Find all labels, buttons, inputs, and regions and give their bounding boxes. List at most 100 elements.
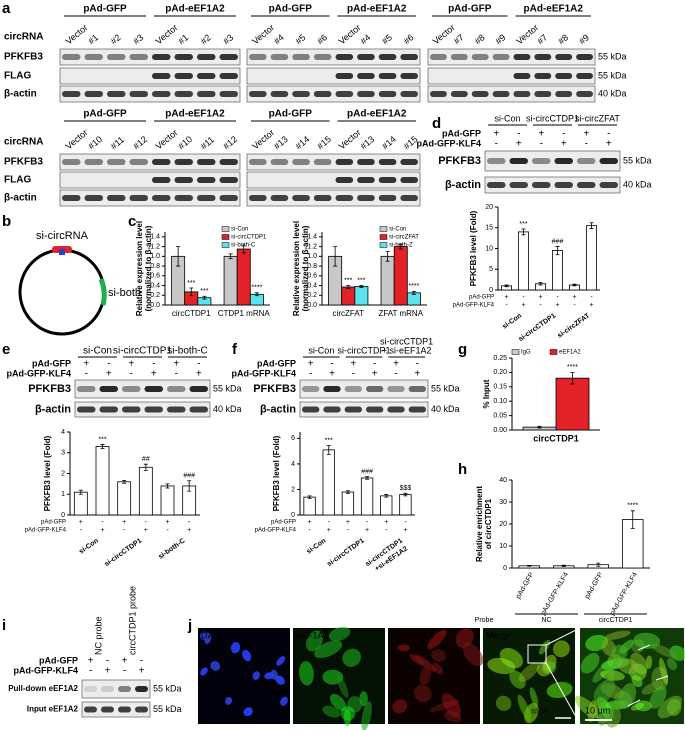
sirna-label: si-circRNA [36,230,89,242]
blot-band [62,54,81,60]
condition-sign: - [123,666,126,677]
blot-strip [246,85,421,103]
y-tick-label: 0.25 [493,355,507,362]
cell-zoom [580,653,600,674]
blot-band [576,54,593,60]
condition-sign: + [165,519,169,526]
condition-sign: + [151,369,157,380]
condition-sign: + [173,359,179,370]
condition-sign: + [122,519,126,526]
blot-band [174,91,193,97]
zoom-line [545,627,581,646]
blot-band [555,91,573,97]
legend-label: si-circZFAT [389,235,419,241]
group-label: si-circZFAT [575,113,620,123]
cell-eef1a2 [314,640,343,659]
bar [380,495,393,516]
blot-band [144,406,163,413]
bar [138,466,153,516]
condition-sign: + [516,139,522,150]
bar [393,246,408,306]
x-tick-label: ZFAT mRNA [378,309,423,318]
condition-sign: - [522,294,525,301]
condition-sign: - [573,302,576,309]
group-label: pAd-eEF1A2 [347,109,407,120]
blot-band [408,406,426,413]
blot-band [77,386,96,392]
blot-band [387,386,405,392]
blot-band [555,54,573,60]
blot-band [302,386,320,392]
condition-sign: - [352,369,355,380]
group-label: si-circCTDP1 [113,346,172,357]
cell-dapi [280,696,288,706]
cell-eef1a2 [342,648,362,667]
condition-sign: + [196,369,202,380]
condition-sign: - [562,129,565,140]
y-tick-label: 20 [485,204,493,211]
cell-merge [509,670,526,689]
blot-band [197,195,216,201]
blot-band [129,159,148,165]
error-bar [411,290,416,295]
cell-circ [427,629,447,650]
blot-band [366,406,384,413]
cell-zoom [659,657,668,685]
blot-band [219,159,238,165]
legend-swatch [221,226,230,232]
error-bar [384,494,389,498]
channel-label: DAPI [201,630,222,640]
channel-label: eEF1A2 [296,630,329,640]
blot-band [174,54,193,60]
siboth-label: si-both [108,287,141,299]
cell-merge [495,695,512,711]
cell-dapi [200,667,208,676]
blot-band [357,91,375,97]
blot-strip [59,48,241,66]
blot-band [122,406,141,413]
y-tick-label: 10 [485,245,493,252]
blot-band [62,91,81,97]
bar [322,449,335,516]
blot-band [152,54,171,60]
group-label: si-Con [308,345,334,355]
blot-band [400,73,418,79]
blot-band [167,386,186,392]
blot-band [313,195,332,201]
channel-label: circCTDP1 [391,630,435,640]
condition-sign: - [106,656,109,667]
blot-band [357,54,375,60]
error-bar [345,490,350,494]
blot-strip [484,176,621,194]
blot-band [534,91,552,97]
bar [586,225,598,291]
legend-swatch [511,349,520,355]
blot-band [378,91,397,97]
panel-label: c [128,213,136,230]
significance: $$$ [400,485,412,492]
condition-sign: - [539,302,542,309]
group-title: Probe [475,617,494,624]
condition-sign: + [403,527,407,534]
group-label: pAd-GFP [448,4,492,15]
row-label: FLAG [4,175,31,186]
condition-sign: + [393,359,399,370]
y-tick-label: 15 [485,225,493,232]
cell-merge [487,657,516,675]
blot-band [107,91,126,97]
blot-band [219,177,238,183]
y-axis-label: PFKFB3 level (Fold) [272,435,281,511]
y-axis-label: (normalized to β-actin) [144,225,153,311]
legend-swatch [379,226,388,232]
blot-band [554,182,573,188]
panel-label: j [187,617,192,634]
condition-sign: - [404,519,407,526]
y-axis-label: PFKFB3 level (Fold) [469,210,478,286]
blot-strip [427,67,596,85]
blot-band [249,91,267,97]
y-tick-label: 3 [61,450,65,457]
blot-band [292,91,310,97]
blot-band [84,686,97,692]
y-tick-label: 1.4 [150,234,160,241]
cell-dapi [276,656,286,666]
